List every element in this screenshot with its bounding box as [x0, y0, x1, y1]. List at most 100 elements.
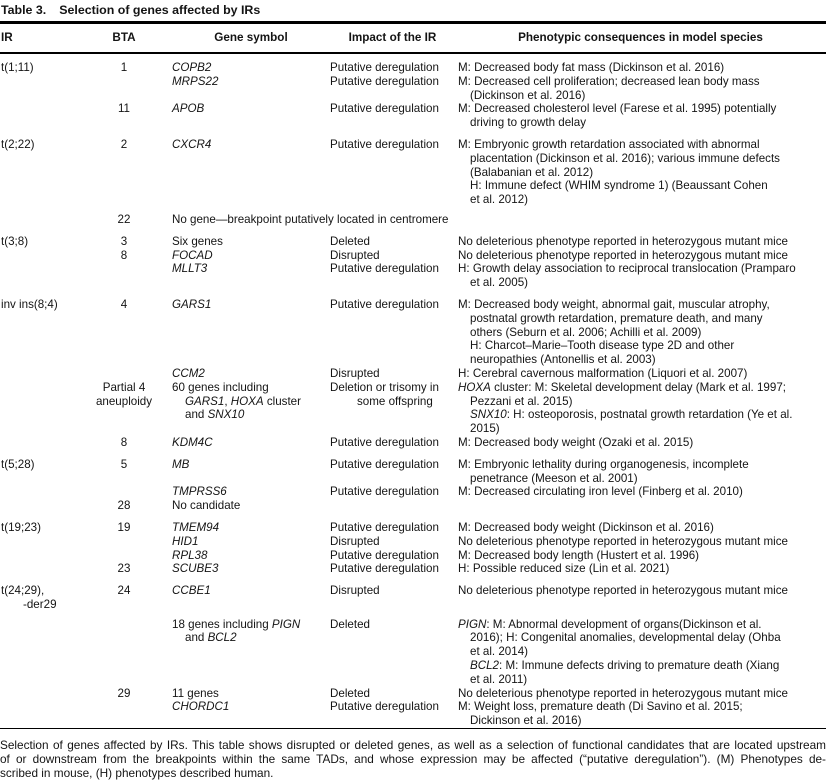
bta-cell: 3: [95, 227, 153, 249]
ir-cell: [0, 562, 95, 576]
phenotype-cell-text: No deleterious phenotype reported in het…: [458, 234, 788, 248]
impact-cell-text: Disrupted: [330, 248, 380, 262]
bta-cell: 24: [95, 576, 153, 612]
gene-cell-text: CHORDC1: [172, 700, 230, 714]
impact-cell: Putative deregulation: [330, 562, 455, 576]
impact-cell-text: Putative deregulation: [330, 520, 439, 534]
phenotype-cell-text: M: Weight loss, premature death (Di Savi…: [458, 700, 743, 728]
ir-cell: [0, 700, 95, 728]
table-row: CCM2 Disrupted H: Cerebral cavernous malfo…: [0, 367, 826, 381]
bta-cell-text: 29: [117, 686, 131, 700]
phenotype-cell-text: M: Embryonic growth retardation associat…: [458, 137, 780, 207]
gene-cell-text: Six genes: [172, 234, 223, 248]
bta-cell-text: 24: [117, 584, 131, 598]
impact-cell-text: Deletion or trisomy in some offspring: [330, 380, 439, 408]
phenotype-cell-text: M: Decreased body weight, abnormal gait,…: [458, 297, 770, 367]
ir-cell: [0, 207, 95, 227]
phenotype-cell: No deleterious phenotype reported in het…: [455, 227, 826, 249]
header-row: IR BTA Gene symbol Impact of the IR Phen…: [0, 24, 826, 54]
ir-cell: [0, 249, 95, 263]
impact-cell: Putative deregulation: [330, 102, 455, 130]
table-row: inv ins(8;4) 4 GARS1 Putative deregulation M…: [0, 290, 826, 367]
gene-cell-text: 11 genes: [172, 686, 219, 700]
column-header-bta: BTA: [95, 24, 153, 54]
phenotype-cell: [455, 499, 826, 513]
bta-cell: 1: [95, 53, 153, 75]
bta-cell: [95, 549, 153, 563]
impact-cell: Putative deregulation: [330, 485, 455, 499]
table-row: 23 SCUBE3 Putative deregulation H: Possible…: [0, 562, 826, 576]
gene-cell-text: MB: [172, 457, 190, 471]
gene-cell: SCUBE3: [153, 562, 330, 576]
phenotype-cell: No deleterious phenotype reported in het…: [455, 576, 826, 612]
table-row: 29 11 genes Deleted No deleterious phenotyp…: [0, 687, 826, 701]
ir-cell: t(2;22): [0, 130, 95, 207]
phenotype-cell: M: Decreased body weight, abnormal gait,…: [455, 290, 826, 367]
impact-cell-text: Putative deregulation: [330, 562, 439, 576]
gene-cell: COPB2: [153, 53, 330, 75]
phenotype-cell-text: No deleterious phenotype reported in het…: [458, 248, 788, 262]
gene-cell: MLLT3: [153, 262, 330, 290]
bta-cell-text: 4: [120, 297, 128, 311]
table-row: Partial 4 aneuploidy 60 genes including G…: [0, 381, 826, 436]
table-row: 11 APOB Putative deregulation M: Decreased …: [0, 102, 826, 130]
table-row: 8 KDM4C Putative deregulation M: Decreased …: [0, 436, 826, 450]
gene-cell-text: MRPS22: [172, 74, 219, 88]
impact-cell-text: Putative deregulation: [330, 102, 439, 116]
phenotype-cell-text: PIGN: M: Abnormal development of organs(…: [458, 617, 781, 686]
impact-cell: Deletion or trisomy in some offspring: [330, 381, 455, 436]
ir-cell: [0, 535, 95, 549]
gene-cell: Six genes: [153, 227, 330, 249]
footnote-line: Selection of genes affected by IRs. This…: [0, 738, 826, 753]
bta-cell-text: Partial 4 aneuploidy: [95, 380, 153, 408]
bta-cell: 19: [95, 513, 153, 535]
phenotype-cell-text: H: Growth delay association to reciproca…: [458, 262, 796, 290]
gene-cell: GARS1: [153, 290, 330, 367]
ir-cell: [0, 612, 95, 687]
ir-cell: [0, 436, 95, 450]
phenotype-cell: M: Decreased body weight (Ozaki et al. 2…: [455, 436, 826, 450]
bta-cell-text: 1: [120, 61, 128, 74]
footnote-line: of or downstream from the breakpoints wi…: [0, 752, 826, 767]
bta-cell: 22: [95, 207, 153, 227]
phenotype-cell-text: No deleterious phenotype reported in het…: [458, 686, 788, 700]
bta-cell: [95, 262, 153, 290]
phenotype-cell: H: Growth delay association to reciproca…: [455, 262, 826, 290]
gene-cell-text: 18 genes including PIGN and BCL2: [172, 617, 301, 645]
impact-cell-text: Putative deregulation: [330, 457, 439, 471]
bta-cell-text: 11: [117, 102, 131, 116]
phenotype-cell: M: Decreased body length (Hustert et al.…: [455, 549, 826, 563]
impact-cell-text: Deleted: [330, 617, 370, 631]
phenotype-cell-text: M: Decreased circulating iron level (Fin…: [458, 485, 743, 499]
gene-cell-text: TMPRSS6: [172, 485, 227, 499]
ir-cell: [0, 687, 95, 701]
bta-cell: 11: [95, 102, 153, 130]
ir-cell-text: t(5;28): [1, 457, 35, 471]
ir-cell: [0, 102, 95, 130]
impact-cell: Disrupted: [330, 249, 455, 263]
phenotype-cell: M: Decreased body fat mass (Dickinson et…: [455, 53, 826, 75]
impact-cell: Putative deregulation: [330, 450, 455, 486]
gene-cell-text: COPB2: [172, 61, 212, 74]
impact-cell-text: Putative deregulation: [330, 137, 439, 151]
gene-cell: 60 genes including GARS1, HOXA cluster a…: [153, 381, 330, 436]
gene-cell-text: RPL38: [172, 548, 208, 562]
bta-cell: Partial 4 aneuploidy: [95, 381, 153, 436]
phenotype-cell-text: No deleterious phenotype reported in het…: [458, 534, 788, 548]
phenotype-cell-text: M: Decreased body fat mass (Dickinson et…: [458, 61, 725, 74]
impact-cell-text: Deleted: [330, 234, 370, 248]
impact-cell: Deleted: [330, 227, 455, 249]
phenotype-cell-text: M: Decreased body weight (Ozaki et al. 2…: [458, 435, 694, 449]
bta-cell: [95, 700, 153, 728]
impact-cell: Putative deregulation: [330, 549, 455, 563]
impact-cell: [330, 499, 455, 513]
phenotype-cell-text: M: Decreased body weight (Dickinson et a…: [458, 520, 714, 534]
footnote-line: scribed in mouse, (H) phenotypes describ…: [0, 766, 274, 781]
gene-cell-text: TMEM94: [172, 520, 220, 534]
table-row: t(2;22) 2 CXCR4 Putative deregulation M: Emb…: [0, 130, 826, 207]
phenotype-cell-text: No deleterious phenotype reported in het…: [458, 584, 788, 598]
impact-cell-text: Putative deregulation: [330, 485, 439, 499]
impact-cell: Putative deregulation: [330, 513, 455, 535]
ir-cell: [0, 75, 95, 103]
